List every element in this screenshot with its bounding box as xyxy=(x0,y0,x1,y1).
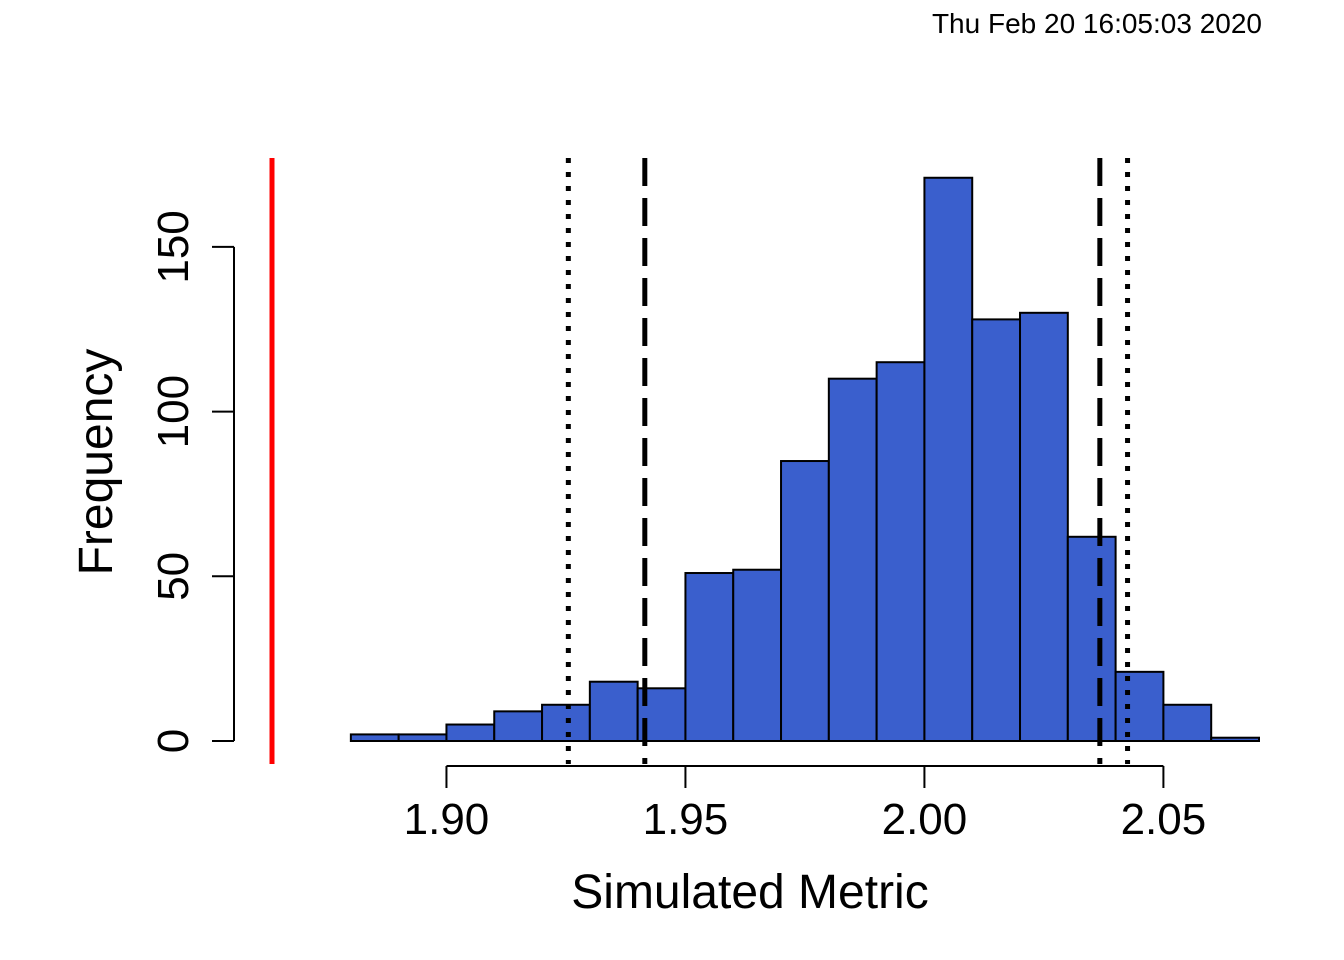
x-tick-label: 1.95 xyxy=(643,795,729,844)
histogram-bar xyxy=(1210,736,1260,743)
histogram-bars xyxy=(349,176,1260,743)
x-axis: 1.90 1.95 2.00 2.05 xyxy=(404,765,1207,844)
y-tick-label: 0 xyxy=(149,729,198,753)
histogram-bar xyxy=(971,318,1022,742)
histogram-bar xyxy=(445,723,496,742)
histogram-bar xyxy=(493,710,544,743)
histogram-bar xyxy=(827,377,878,742)
histogram-bar xyxy=(875,361,926,742)
y-axis-label: Frequency xyxy=(70,349,123,576)
y-axis: 0 50 100 150 xyxy=(149,210,235,753)
histogram-bar xyxy=(684,572,735,743)
y-tick-label: 100 xyxy=(149,375,198,448)
histogram-bar xyxy=(732,568,783,742)
timestamp: Thu Feb 20 16:05:03 2020 xyxy=(931,8,1262,39)
x-tick-label: 1.90 xyxy=(404,795,490,844)
x-axis-label: Simulated Metric xyxy=(571,866,928,919)
histogram-bar xyxy=(1066,535,1117,743)
y-tick-label: 150 xyxy=(149,210,198,283)
histogram-bar xyxy=(397,733,448,742)
histogram-bar xyxy=(923,176,974,743)
histogram-bar xyxy=(349,733,400,742)
reference-lines xyxy=(269,158,1131,764)
histogram-bar xyxy=(1114,670,1165,742)
y-tick-label: 50 xyxy=(149,552,198,601)
histogram-bar xyxy=(1162,703,1213,743)
histogram-bar xyxy=(1019,311,1069,742)
x-tick-label: 2.00 xyxy=(882,795,968,844)
histogram-bar xyxy=(588,680,639,742)
x-tick-label: 2.05 xyxy=(1121,795,1207,844)
histogram-bar xyxy=(780,460,830,742)
